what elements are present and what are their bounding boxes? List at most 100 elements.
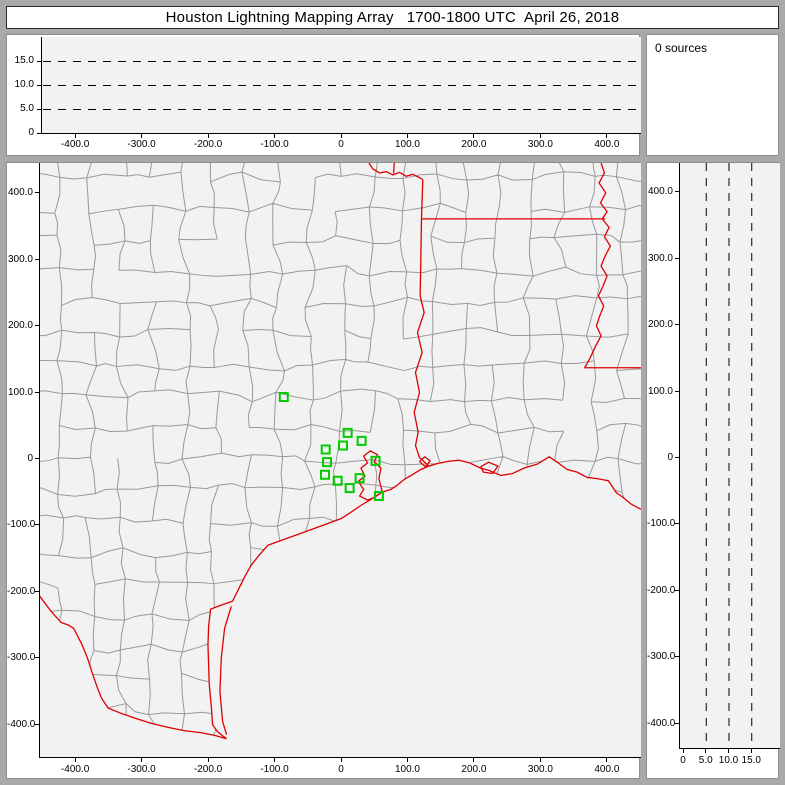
map-y-tick-label: 100.0 [7,386,33,398]
map-x-tick-label: 400.0 [594,764,620,775]
map-x-tick-label: -100.0 [260,764,289,775]
map-panel: 400.0 300.0 200.0 100.0 0 -100.0 -200.0 -300.0 -… [6,162,641,779]
station-markers [280,393,383,500]
map-y-tick [35,590,39,592]
alt-ew-x-axis [41,133,641,134]
map-x-tick [539,758,541,762]
alt-ew-x-tick [74,134,76,138]
lma-station-marker [358,437,366,445]
map-y-tick-label: 200.0 [7,320,33,332]
map-x-tick-label: 100.0 [394,764,420,775]
title-bar: Houston Lightning Mapping Array 1700-180… [6,6,779,29]
alt-ew-x-tick-label: 0 [338,139,344,150]
alt-ns-x-tick-label: 10.0 [718,755,739,766]
map-y-axis [39,163,40,758]
alt-ew-x-tick-label: 200.0 [461,139,487,150]
alt-ns-x-tick-label: 0 [680,755,686,766]
map-x-tick-label: -200.0 [193,764,223,775]
map-plot-area[interactable] [39,163,641,758]
alt-ew-x-tick [141,134,143,138]
alt-ns-plot-area[interactable] [679,163,780,749]
map-y-tick-label: -100.0 [7,519,36,531]
alt-ns-x-tick [750,749,752,753]
alt-ns-y-tick [675,191,679,193]
lma-station-marker [334,477,342,485]
map-x-tick [406,758,408,762]
alt-ns-y-tick [675,324,679,326]
alt-ns-y-tick [675,390,679,392]
lma-station-marker [280,393,288,401]
alt-ew-y-tick [37,109,41,110]
alt-ew-x-tick-label: -400.0 [60,139,90,150]
map-y-tick [35,391,39,393]
alt-ns-y-tick [675,257,679,259]
lma-station-marker [372,457,380,465]
map-x-tick [340,758,342,762]
alt-ew-x-tick-label: -300.0 [127,139,156,150]
lma-station-marker [346,484,354,492]
alt-ns-y-tick-label: -100.0 [647,518,676,530]
alt-ns-y-tick [675,457,679,458]
alt-ns-y-tick-label: 300.0 [647,252,673,264]
alt-ew-plot-area[interactable] [41,37,641,134]
alt-ew-y-tick-label: 5.0 [20,103,34,114]
alt-ns-y-tick [675,722,679,724]
alt-ew-y-tick [37,61,41,62]
alt-ew-x-tick [606,134,608,138]
map-x-tick [473,758,475,762]
map-y-tick-label: -300.0 [7,652,36,664]
map-y-tick-label: -400.0 [7,718,36,730]
map-svg [39,163,641,758]
map-y-tick [35,258,39,260]
alt-ns-x-tick [728,749,729,753]
alt-ns-y-axis [679,163,680,749]
map-x-tick [606,758,608,762]
map-y-tick [35,723,39,725]
map-x-tick [74,758,76,762]
alt-ew-y-tick-label: 0 [28,127,34,138]
alt-ew-y-tick [37,133,41,134]
alt-ns-y-tick-label: 100.0 [647,385,673,397]
alt-ns-x-tick [705,749,707,753]
alt-ew-y-tick [37,85,41,86]
alt-ns-x-tick-label: 5.0 [698,755,713,766]
alt-ns-y-tick-label: 400.0 [647,186,673,198]
alt-ew-x-tick [274,134,276,138]
alt-ns-y-tick-label: -300.0 [647,651,676,663]
map-x-tick [141,758,143,762]
alt-ns-y-tick-label: 0 [667,452,673,463]
sources-count-text: 0 sources [655,41,708,55]
alt-ns-y-tick-label: 200.0 [647,319,673,331]
county-boundaries [39,163,641,758]
map-y-tick-label: 300.0 [7,253,33,265]
map-y-tick [35,192,39,194]
alt-ns-x-tick-label: 15.0 [741,755,761,766]
map-y-tick-label: 0 [27,453,33,464]
alt-ew-panel: 15.0 10.0 5.0 0 -400.0 -300.0 -200.0 -100.0 0 100… [6,34,641,156]
alt-ew-x-tick-label: 100.0 [394,139,420,150]
alt-ns-y-tick-label: -200.0 [647,584,676,596]
map-y-tick [35,325,39,327]
lma-station-marker [321,471,329,479]
alt-ew-x-tick [340,134,342,138]
alt-ew-x-tick [207,134,209,138]
map-x-tick-label: 0 [338,764,344,775]
alt-ew-x-tick-label: -100.0 [260,139,289,150]
alt-ns-panel: 400.0 300.0 200.0 100.0 0 -100.0 -200.0 -300.0 -… [646,162,780,779]
alt-ns-x-tick [682,749,684,753]
alt-ns-y-tick [675,523,679,525]
map-x-tick-label: -400.0 [60,764,90,775]
alt-ew-x-tick-label: 300.0 [527,139,553,150]
map-y-tick [35,657,39,659]
map-x-tick-label: 300.0 [527,764,553,775]
lma-station-marker [375,492,383,500]
map-x-tick-label: 200.0 [461,764,487,775]
map-x-tick [274,758,276,762]
alt-ew-y-axis [41,37,42,134]
map-y-tick [35,524,39,526]
alt-ns-y-tick [675,656,679,658]
map-y-tick [35,458,39,459]
alt-ew-y-tick-label: 15.0 [14,55,34,66]
alt-ew-grid-svg [43,61,641,110]
map-x-tick [207,758,209,762]
